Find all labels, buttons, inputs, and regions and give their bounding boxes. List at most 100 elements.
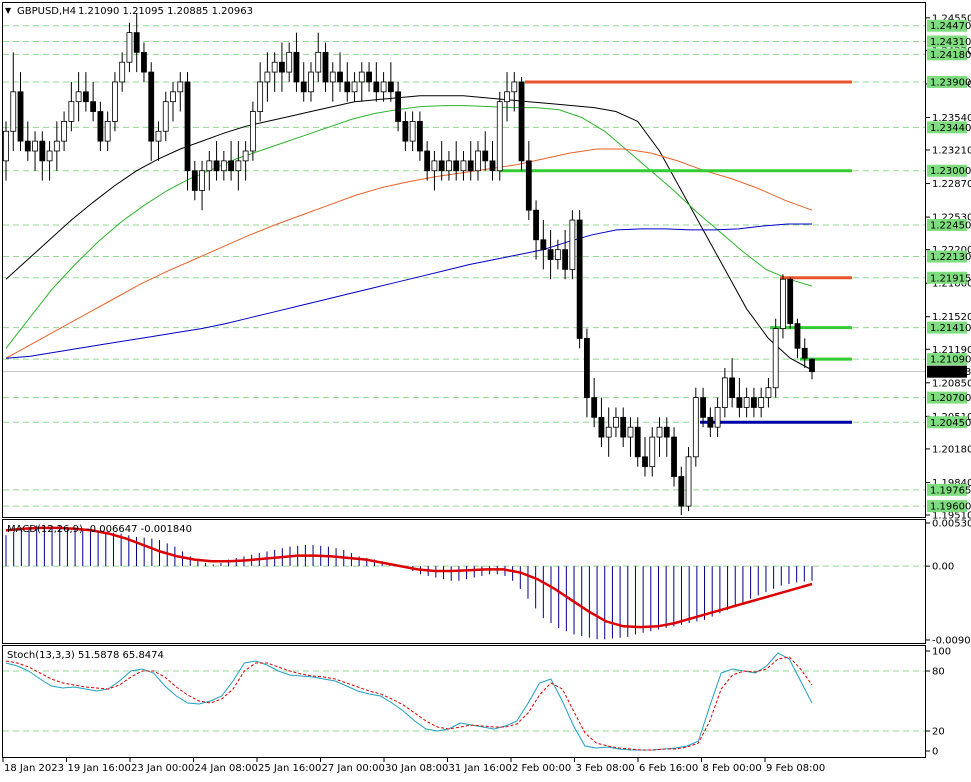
candle-bear [337, 71, 343, 83]
candle-bear [279, 61, 285, 73]
stoch-panel [2, 645, 926, 758]
candle-bear [387, 81, 394, 93]
time-tick-label: 24 Jan 08:00 [195, 763, 258, 774]
candle-bull [649, 436, 656, 468]
price-level-box [927, 271, 967, 284]
candle-bull [112, 81, 118, 122]
candle-bear [424, 150, 431, 172]
candle-bull [242, 150, 249, 162]
candle-bear [591, 397, 598, 418]
candle-bear [801, 347, 808, 359]
price-level-label: 1.22130 [930, 252, 971, 263]
candle-bull [119, 61, 126, 83]
price-tick-label: 1.20180 [932, 444, 971, 455]
time-tick-label: 18 Jan 2023 [4, 763, 64, 774]
candle-bear [663, 426, 670, 438]
time-tick-label: 8 Feb 00:00 [703, 763, 762, 774]
candle-bear [707, 416, 714, 428]
ma-line-green [5, 105, 813, 349]
candle-bear [133, 32, 140, 53]
candle-bull [308, 71, 314, 93]
price-level-label: 1.21915 [930, 273, 971, 284]
candle-bull [475, 150, 481, 172]
candle-bear [395, 91, 402, 122]
candle-bear [373, 81, 380, 93]
candle-bull [199, 170, 205, 191]
candle-bull [10, 91, 17, 132]
candle-bear [794, 323, 801, 349]
candle-bull [286, 51, 293, 73]
candle-bull [627, 426, 634, 438]
price-level-label: 1.23900 [930, 77, 971, 88]
candle-bull [692, 397, 699, 458]
price-level-box [927, 416, 967, 429]
price-tick-label: 1.22530 [932, 213, 971, 224]
candle-bull [177, 81, 184, 93]
candle-bull [380, 81, 387, 93]
candle-bull [75, 91, 82, 103]
price-level-label: 1.22450 [930, 220, 971, 231]
chart-title-marker: ▼ [5, 6, 12, 15]
macd-label: MACD(12,26,9) -0.006647 -0.001840 [7, 524, 192, 535]
candle-bull [235, 160, 242, 172]
candle-bull [554, 249, 561, 260]
macd-tick-label: 0.00 [932, 562, 954, 573]
time-tick-label: 19 Jan 16:00 [68, 763, 131, 774]
candle-bear [562, 249, 569, 270]
ma-line-orange [5, 148, 813, 359]
price-level-box [927, 500, 967, 513]
candle-bull [220, 160, 227, 172]
candle-bull [329, 71, 336, 83]
candle-bull [53, 140, 60, 152]
price-tick-label: 1.21520 [932, 312, 971, 323]
price-level-label: 1.21090 [930, 355, 971, 366]
candle-bear [402, 121, 409, 142]
candle-bull [460, 160, 467, 172]
candle-bull [155, 130, 162, 142]
candle-bull [61, 121, 67, 142]
ohlc-label: 1.21090 1.21095 1.20885 1.20963 [78, 6, 253, 17]
time-tick-label: 23 Jan 00:00 [131, 763, 194, 774]
candle-bear [525, 160, 532, 211]
stoch-tick-label: 20 [932, 727, 945, 738]
price-level-label: 1.24470 [930, 21, 971, 32]
candle-bull [496, 101, 503, 172]
time-tick-label: 30 Jan 08:00 [385, 763, 448, 774]
stoch-label: Stoch(13,3,3) 51.5878 65.8474 [7, 650, 164, 661]
price-level-label: 1.19765 [930, 485, 971, 496]
candle-bull [605, 426, 612, 438]
candle-bull [431, 160, 438, 172]
price-level-box [927, 218, 967, 231]
candle-bull [765, 387, 772, 399]
candle-bull [772, 328, 779, 389]
candle-bear [729, 377, 736, 399]
macd-series [5, 525, 813, 640]
price-level-box [927, 35, 967, 48]
price-level-box [927, 75, 967, 88]
price-level-label: 1.19600 [930, 502, 971, 513]
candle-bull [264, 71, 271, 83]
candle-bear [90, 101, 97, 112]
candle-bear [678, 476, 685, 507]
grid-layer [3, 25, 925, 732]
price-level-box [927, 250, 967, 263]
price-level-label: 1.23440 [930, 123, 971, 134]
price-level-box [927, 164, 967, 177]
candle-bear [344, 81, 351, 93]
candle-bull [721, 377, 728, 408]
price-tick-label: 1.23210 [932, 146, 971, 157]
price-tick-label: 1.23540 [932, 113, 971, 124]
candle-bull [126, 32, 133, 63]
candle-bull [104, 121, 111, 142]
candle-bear [24, 140, 31, 152]
candle-bull [758, 397, 765, 408]
candle-bear [467, 160, 474, 172]
candle-bear [97, 111, 104, 142]
ma-line-blue [5, 223, 812, 359]
candle-bull [569, 219, 576, 270]
stoch-tick-label: 0 [932, 747, 938, 758]
candle-bear [191, 170, 198, 191]
macd-signal-line [5, 526, 813, 629]
candle-bull [504, 91, 510, 103]
candle-bear [787, 278, 794, 325]
